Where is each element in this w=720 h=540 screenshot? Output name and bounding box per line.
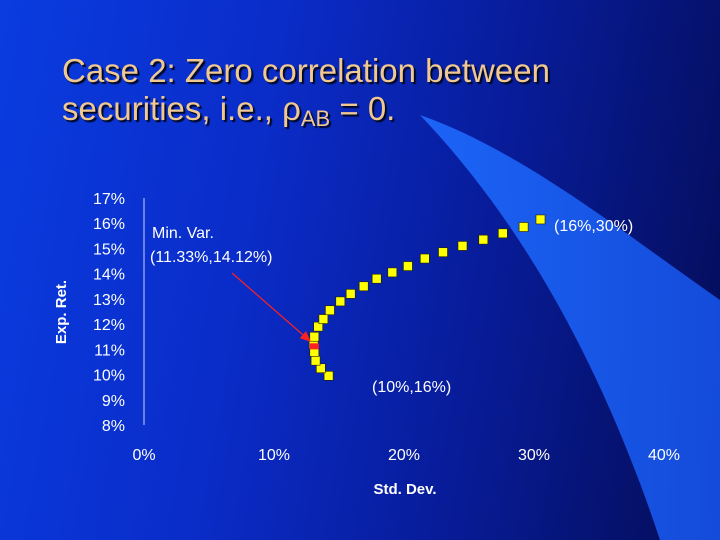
data-point [335, 296, 346, 307]
title-line-2-prefix: securities, i.e., [62, 90, 283, 127]
data-point [318, 314, 329, 324]
x-tick-label: 10% [258, 447, 290, 464]
data-point [313, 321, 324, 332]
x-tick-labels: 0% 10% 20% 30% 40% [132, 447, 680, 464]
min-variance-point [309, 343, 319, 350]
data-point [518, 222, 529, 232]
x-axis-label: Std. Dev. [373, 481, 436, 498]
title-rho: ρ [282, 90, 301, 127]
y-tick-label: 8% [102, 418, 125, 435]
slide-title: Case 2: Zero correlation between securit… [62, 52, 702, 138]
y-tick-label: 11% [94, 342, 125, 359]
y-axis-label: Exp. Ret. [53, 280, 70, 344]
min-var-arrow [231, 272, 311, 342]
y-tick-label: 12% [93, 317, 125, 334]
data-point [358, 281, 369, 292]
y-tick-label: 14% [93, 267, 125, 284]
x-tick-label: 20% [388, 447, 420, 464]
data-point [309, 331, 320, 342]
x-tick-label: 0% [132, 447, 155, 464]
data-point [438, 247, 448, 258]
y-tick-label: 17% [93, 191, 125, 208]
title-line-1: Case 2: Zero correlation between [62, 52, 550, 89]
min-var-label-line-2: (11.33%,14.12%) [150, 249, 272, 266]
y-tick-label: 16% [93, 216, 125, 233]
min-var-label-line-1: Min. Var. [152, 225, 214, 242]
y-tick-labels: 17% 16% 15% 14% 13% 12% 11% 10% 9% 8% [93, 191, 125, 435]
y-tick-label: 13% [93, 292, 125, 309]
data-point [535, 214, 546, 225]
data-points [308, 214, 546, 381]
title-suffix: = 0. [330, 90, 396, 127]
data-point [315, 363, 326, 374]
y-tick-label: 15% [93, 241, 125, 258]
data-point [403, 261, 413, 271]
data-point [325, 305, 335, 316]
data-point [497, 228, 508, 239]
y-tick-label: 10% [93, 368, 125, 385]
data-point [457, 241, 468, 251]
data-point [419, 253, 430, 264]
data-point [387, 267, 398, 278]
data-point [345, 289, 356, 299]
title-subscript: AB [300, 106, 331, 131]
title-line-2: securities, i.e., ρAB = 0. [62, 90, 702, 138]
data-point [371, 273, 382, 284]
x-tick-label: 40% [648, 447, 680, 464]
data-point [323, 371, 334, 381]
y-tick-label: 9% [102, 393, 125, 410]
top-point-label: (16%,30%) [554, 218, 633, 235]
bottom-point-label: (10%,16%) [372, 379, 451, 396]
x-tick-label: 30% [518, 447, 550, 464]
data-point [478, 234, 489, 245]
data-point [310, 355, 321, 366]
